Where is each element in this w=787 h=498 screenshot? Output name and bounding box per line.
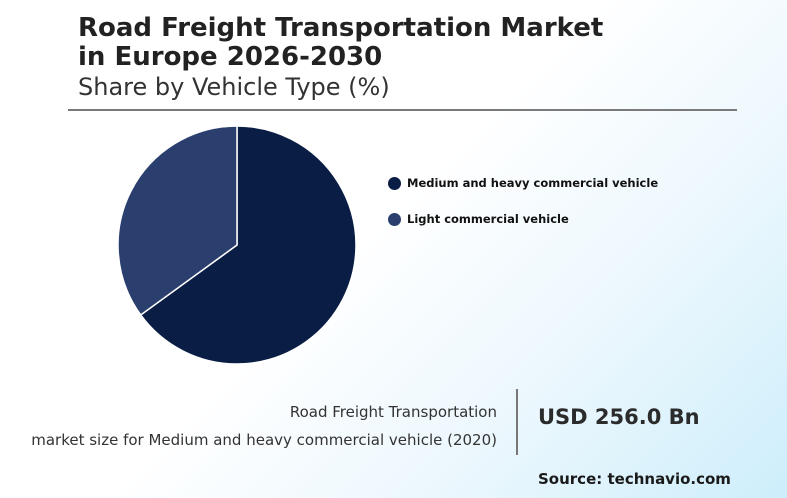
- legend-swatch-medium-and-heavy-commercial-vehicle: [388, 176, 401, 190]
- source-credit: Source: technavio.com: [538, 470, 731, 488]
- chart-subtitle: Share by Vehicle Type (%): [78, 73, 390, 101]
- header-divider: [68, 109, 737, 111]
- legend-item-medium-and-heavy-commercial-vehicle: Medium and heavy commercial vehicle: [388, 174, 658, 192]
- chart-legend: Medium and heavy commercial vehicle Light…: [388, 174, 658, 246]
- metric-label-line-1: Road Freight Transportation: [289, 403, 497, 421]
- metric-value: USD 256.0 Bn: [538, 405, 700, 429]
- legend-swatch-light-commercial-vehicle: [388, 212, 401, 226]
- title-line-1: Road Freight Transportation Market: [78, 13, 604, 43]
- metric-label-line-2: market size for Medium and heavy commerc…: [31, 431, 497, 449]
- legend-label-medium-and-heavy-commercial-vehicle: Medium and heavy commercial vehicle: [407, 176, 659, 190]
- pie-slice-light-commercial-vehicle: [117, 125, 238, 316]
- pie-slice-medium-and-heavy-commercial-vehicle: [139, 125, 357, 365]
- metric-label: Road Freight Transportation market size …: [31, 398, 497, 454]
- chart-title: Road Freight Transportation Market in Eu…: [78, 14, 603, 72]
- legend-label-light-commercial-vehicle: Light commercial vehicle: [407, 212, 569, 226]
- legend-item-light-commercial-vehicle: Light commercial vehicle: [388, 210, 658, 228]
- metric-divider: [516, 389, 518, 455]
- title-line-2: in Europe 2026-2030: [78, 42, 383, 72]
